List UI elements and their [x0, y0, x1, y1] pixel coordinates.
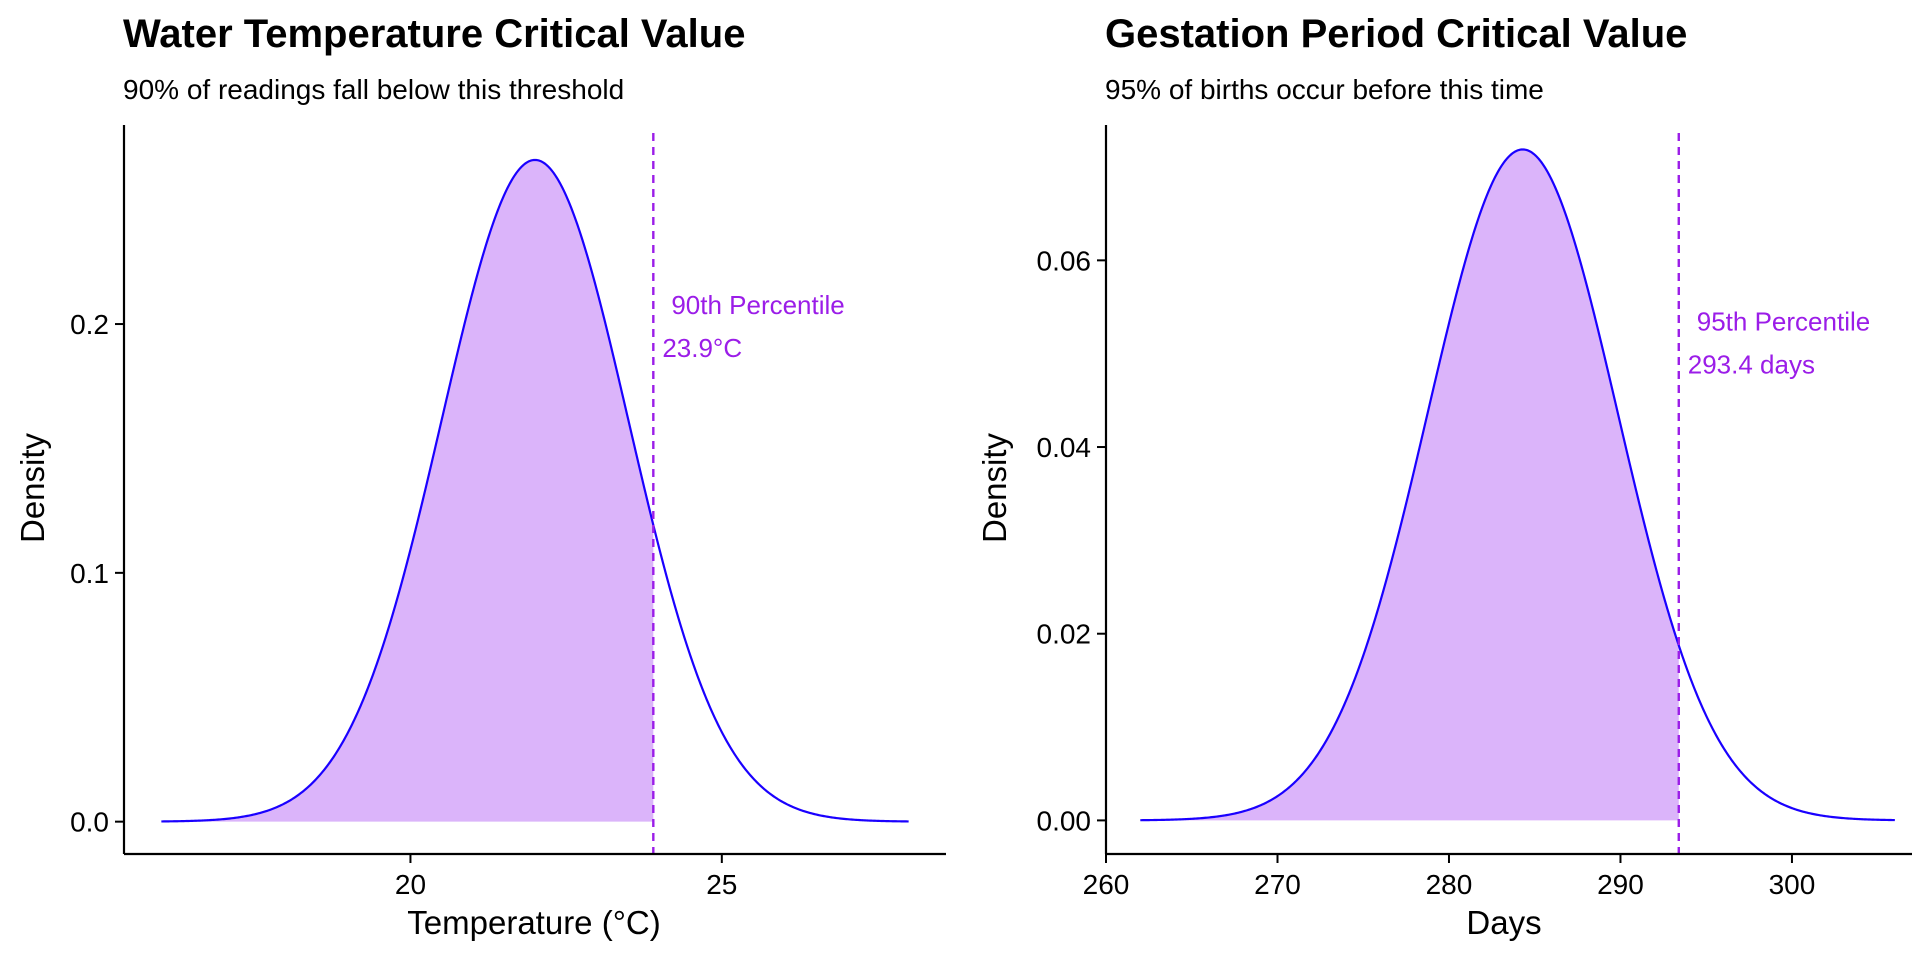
critical-value-annotation: 95th Percentile 293.4 days [1688, 306, 1870, 379]
x-tick-label: 270 [1254, 869, 1301, 900]
y-tick-label: 0.02 [1037, 619, 1092, 650]
panel-gestation-period: Gestation Period Critical Value 95% of b… [976, 12, 1912, 941]
density-curve [1140, 148, 1895, 822]
y-tick-label: 0.1 [70, 558, 109, 589]
x-tick-label: 260 [1083, 869, 1130, 900]
x-axis-label: Temperature (°C) [407, 904, 660, 941]
x-tick-label: 20 [395, 869, 426, 900]
plot-area: 260 270 280 290 300 0.00 0.02 0.04 0.06 [1037, 125, 1912, 900]
chart-subtitle: 95% of births occur before this time [1105, 74, 1544, 105]
annotation-percentile-label: 90th Percentile [671, 290, 844, 320]
density-curve [161, 158, 909, 823]
y-axis-label: Density [14, 432, 51, 543]
panel-water-temperature: Water Temperature Critical Value 90% of … [14, 12, 946, 941]
x-tick-label: 280 [1426, 869, 1473, 900]
chart-title: Water Temperature Critical Value [123, 12, 745, 56]
y-tick-label: 0.06 [1037, 245, 1092, 276]
y-tick-label: 0.04 [1037, 432, 1092, 463]
y-tick-label: 0.0 [70, 807, 109, 838]
annotation-percentile-label: 95th Percentile [1697, 306, 1870, 336]
x-tick-label: 25 [706, 869, 737, 900]
critical-value-annotation: 90th Percentile 23.9°C [662, 290, 844, 363]
x-axis-label: Days [1466, 904, 1541, 941]
y-tick-label: 0.2 [70, 309, 109, 340]
shaded-area [161, 159, 654, 822]
x-tick-label: 300 [1769, 869, 1816, 900]
x-tick-label: 290 [1597, 869, 1644, 900]
y-axis-label: Density [976, 432, 1013, 543]
annotation-value-label: 23.9°C [662, 333, 742, 363]
chart-subtitle: 90% of readings fall below this threshol… [123, 74, 624, 105]
chart-title: Gestation Period Critical Value [1105, 12, 1687, 56]
plot-area: 20 25 0.0 0.1 0.2 [70, 125, 946, 900]
annotation-value-label: 293.4 days [1688, 349, 1815, 379]
y-tick-label: 0.00 [1037, 805, 1092, 836]
shaded-area [1140, 149, 1679, 821]
